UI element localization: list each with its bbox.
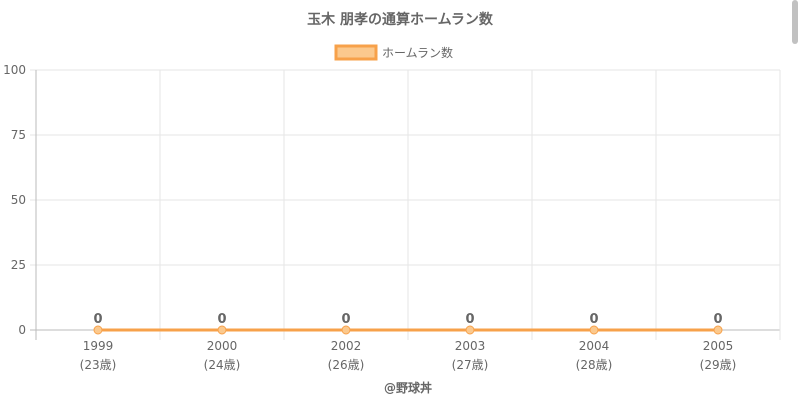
x-tick-sublabel: (23歳) [80,358,117,372]
data-label: 0 [93,312,102,327]
y-axis: 0 25 50 75 100 [3,63,26,337]
data-label: 0 [465,312,474,327]
x-tick-label: 2000 [207,339,238,353]
data-point [589,325,599,335]
x-tick-sublabel: (27歳) [452,358,489,372]
x-tick-sublabel: (28歳) [576,358,613,372]
x-tick-sublabel: (26歳) [328,358,365,372]
data-point [93,325,103,335]
x-tick-sublabel: (29歳) [700,358,737,372]
series-homeruns [93,325,723,335]
x-axis: 1999 (23歳) 2000 (24歳) 2002 (26歳) 2003 (27歳) 2004… [80,339,737,372]
x-tick-label: 1999 [83,339,114,353]
grid [30,69,781,340]
data-label: 0 [713,312,722,327]
y-tick-label: 0 [18,323,26,337]
y-tick-label: 75 [11,128,26,142]
data-label: 0 [589,312,598,327]
x-tick-label: 2002 [331,339,362,353]
x-tick-label: 2004 [579,339,610,353]
legend-swatch [334,44,378,61]
data-point [713,325,723,335]
data-labels: 0 0 0 0 0 0 [93,312,722,327]
legend-label: ホームラン数 [382,45,453,60]
y-tick-label: 50 [11,193,26,207]
data-label: 0 [341,312,350,327]
footer-credit: @野球丼 [384,380,432,395]
data-point [217,325,227,335]
data-point [465,325,475,335]
y-tick-label: 100 [3,63,26,77]
x-tick-sublabel: (24歳) [204,358,241,372]
y-tick-label: 25 [11,258,26,272]
x-tick-label: 2003 [455,339,486,353]
scrollbar-thumb[interactable] [792,0,798,44]
legend[interactable]: ホームラン数 [334,44,453,61]
x-tick-label: 2005 [703,339,734,353]
chart-title: 玉木 朋孝の通算ホームラン数 [307,11,494,28]
data-point [341,325,351,335]
data-label: 0 [217,312,226,327]
